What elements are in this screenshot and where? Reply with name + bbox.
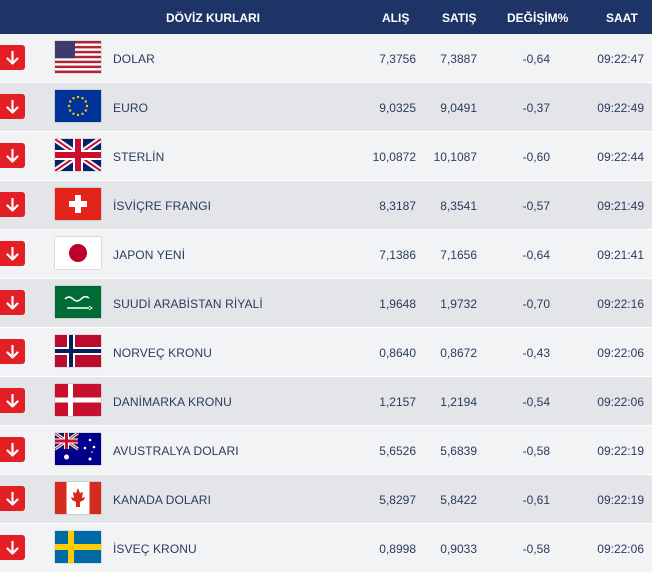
change-percent: -0,58 (522, 444, 550, 458)
table-row[interactable]: AVUSTRALYA DOLARI 5,6526 5,6839 -0,58 09:22:… (0, 426, 652, 475)
sweden-flag-icon (55, 531, 101, 563)
currency-name[interactable]: SUUDİ ARABİSTAN RİYALİ (113, 297, 263, 311)
sell-price: 1,9732 (440, 297, 477, 311)
currency-name[interactable]: KANADA DOLARI (113, 493, 211, 507)
update-time: 09:22:19 (597, 444, 644, 458)
sell-price: 0,8672 (440, 346, 477, 360)
table-row[interactable]: SUUDİ ARABİSTAN RİYALİ 1,9648 1,9732 -0,70 0… (0, 279, 652, 328)
currency-name[interactable]: İSVİÇRE FRANGI (113, 199, 212, 213)
table-row[interactable]: İSVEÇ KRONU 0,8998 0,9033 -0,58 09:22:06 (0, 524, 652, 573)
header-buy: ALIŞ (382, 11, 410, 25)
change-percent: -0,60 (522, 150, 550, 164)
table-row[interactable]: KANADA DOLARI 5,8297 5,8422 -0,61 09:22:19 (0, 475, 652, 524)
buy-price: 1,2157 (379, 395, 416, 409)
saudi-flag-icon (55, 286, 101, 318)
down-arrow-icon (0, 486, 25, 511)
table-row[interactable]: DANİMARKA KRONU 1,2157 1,2194 -0,54 09:22:06 (0, 377, 652, 426)
header-time: SAAT (606, 11, 638, 25)
sell-price: 8,3541 (440, 199, 477, 213)
change-percent: -0,57 (522, 199, 550, 213)
change-percent: -0,43 (522, 346, 550, 360)
buy-price: 9,0325 (379, 101, 416, 115)
change-percent: -0,61 (522, 493, 550, 507)
sell-price: 7,3887 (440, 52, 477, 66)
sell-price: 5,6839 (440, 444, 477, 458)
down-arrow-icon (0, 290, 25, 315)
currency-name[interactable]: DOLAR (113, 52, 155, 66)
table-row[interactable]: STERLİN 10,0872 10,1087 -0,60 09:22:44 (0, 132, 652, 181)
sell-price: 7,1656 (440, 248, 477, 262)
table-body: DOLAR 7,3756 7,3887 -0,64 09:22:47 EURO 9,0325… (0, 34, 652, 573)
buy-price: 0,8640 (379, 346, 416, 360)
eu-flag-icon (55, 90, 101, 122)
update-time: 09:22:19 (597, 493, 644, 507)
table-row[interactable]: NORVEÇ KRONU 0,8640 0,8672 -0,43 09:22:06 (0, 328, 652, 377)
sell-price: 10,1087 (433, 150, 477, 164)
currency-name[interactable]: İSVEÇ KRONU (113, 542, 197, 556)
sell-price: 9,0491 (440, 101, 477, 115)
table-row[interactable]: EURO 9,0325 9,0491 -0,37 09:22:49 (0, 83, 652, 132)
table-row[interactable]: İSVİÇRE FRANGI 8,3187 8,3541 -0,57 09:21:49 (0, 181, 652, 230)
currency-name[interactable]: EURO (113, 101, 149, 115)
update-time: 09:22:44 (597, 150, 644, 164)
down-arrow-icon (0, 94, 25, 119)
table-header: DÖVİZ KURLARI ALIŞ SATIŞ DEĞİŞİM% SAAT (0, 0, 652, 34)
down-arrow-icon (0, 437, 25, 462)
buy-price: 1,9648 (379, 297, 416, 311)
change-percent: -0,58 (522, 542, 550, 556)
down-arrow-icon (0, 535, 25, 560)
currency-name[interactable]: AVUSTRALYA DOLARI (113, 444, 239, 458)
currency-name[interactable]: NORVEÇ KRONU (113, 346, 212, 360)
canada-flag-icon (55, 482, 101, 514)
currency-name[interactable]: DANİMARKA KRONU (113, 395, 232, 409)
uk-flag-icon (55, 139, 101, 171)
currency-table: DÖVİZ KURLARI ALIŞ SATIŞ DEĞİŞİM% SAAT D… (0, 0, 652, 573)
update-time: 09:21:41 (597, 248, 644, 262)
currency-name[interactable]: STERLİN (113, 150, 165, 164)
buy-price: 5,8297 (379, 493, 416, 507)
change-percent: -0,54 (522, 395, 550, 409)
down-arrow-icon (0, 192, 25, 217)
header-sell: SATIŞ (442, 11, 477, 25)
update-time: 09:22:06 (597, 542, 644, 556)
table-row[interactable]: DOLAR 7,3756 7,3887 -0,64 09:22:47 (0, 34, 652, 83)
us-flag-icon (55, 41, 101, 73)
buy-price: 7,3756 (379, 52, 416, 66)
buy-price: 0,8998 (379, 542, 416, 556)
header-title: DÖVİZ KURLARI (166, 11, 260, 25)
update-time: 09:22:47 (597, 52, 644, 66)
currency-name[interactable]: JAPON YENİ (113, 248, 186, 262)
change-percent: -0,64 (522, 248, 550, 262)
denmark-flag-icon (55, 384, 101, 416)
update-time: 09:22:06 (597, 395, 644, 409)
sell-price: 5,8422 (440, 493, 477, 507)
down-arrow-icon (0, 339, 25, 364)
down-arrow-icon (0, 388, 25, 413)
update-time: 09:22:49 (597, 101, 644, 115)
norway-flag-icon (55, 335, 101, 367)
sell-price: 1,2194 (440, 395, 477, 409)
header-change: DEĞİŞİM% (507, 11, 569, 25)
japan-flag-icon (55, 237, 101, 269)
down-arrow-icon (0, 143, 25, 168)
table-row[interactable]: JAPON YENİ 7,1386 7,1656 -0,64 09:21:41 (0, 230, 652, 279)
buy-price: 5,6526 (379, 444, 416, 458)
update-time: 09:22:16 (597, 297, 644, 311)
buy-price: 10,0872 (372, 150, 416, 164)
update-time: 09:22:06 (597, 346, 644, 360)
change-percent: -0,37 (522, 101, 550, 115)
sell-price: 0,9033 (440, 542, 477, 556)
change-percent: -0,70 (522, 297, 550, 311)
down-arrow-icon (0, 45, 25, 70)
australia-flag-icon (55, 433, 101, 465)
swiss-flag-icon (55, 188, 101, 220)
update-time: 09:21:49 (597, 199, 644, 213)
buy-price: 7,1386 (379, 248, 416, 262)
change-percent: -0,64 (522, 52, 550, 66)
down-arrow-icon (0, 241, 25, 266)
buy-price: 8,3187 (379, 199, 416, 213)
